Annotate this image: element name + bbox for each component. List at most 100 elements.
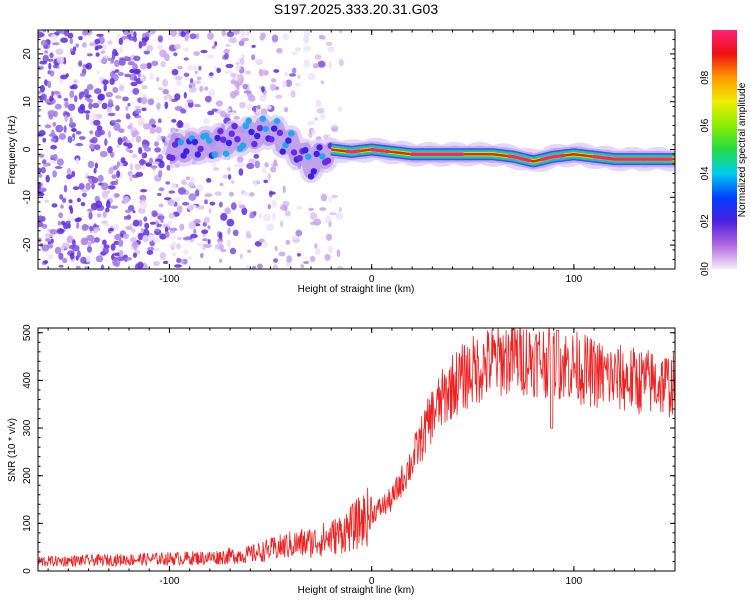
noise-blob [133, 252, 137, 258]
noise-blob [188, 221, 196, 230]
noise-blob [164, 95, 168, 101]
noise-blob [107, 146, 113, 154]
noise-blob [200, 49, 208, 54]
noise-blob [43, 260, 49, 264]
noise-blob [63, 184, 68, 193]
ridge-bead [268, 136, 275, 143]
noise-blob [50, 238, 54, 244]
noise-blob [151, 60, 159, 66]
ridge-bead [211, 151, 218, 158]
noise-blob [195, 80, 202, 85]
noise-blob [60, 204, 64, 209]
noise-blob [320, 80, 325, 85]
noise-blob [45, 238, 51, 242]
noise-blob [86, 234, 95, 242]
noise-blob [331, 127, 338, 131]
noise-blob [187, 65, 194, 71]
noise-blob [42, 159, 47, 165]
noise-blob [140, 189, 148, 193]
noise-blob [88, 211, 93, 220]
noise-blob [235, 61, 240, 65]
noise-blob [39, 32, 45, 37]
noise-blob [56, 158, 64, 166]
ridge-bead [279, 148, 286, 155]
spectrogram-plot-area [38, 30, 675, 269]
noise-blob [168, 95, 173, 101]
noise-blob [81, 42, 87, 48]
noise-blob [269, 191, 276, 195]
noise-blob [238, 168, 244, 176]
noise-blob [307, 120, 315, 126]
noise-blob [295, 229, 303, 237]
noise-blob [141, 107, 147, 112]
ridge-bead [191, 138, 199, 146]
noise-blob [156, 134, 162, 142]
noise-blob [143, 123, 151, 130]
noise-blob [175, 80, 182, 86]
noise-blob [72, 239, 76, 247]
noise-blob [87, 98, 94, 103]
noise-blob [87, 245, 92, 253]
noise-blob [219, 201, 223, 208]
noise-blob [324, 215, 332, 224]
noise-blob [185, 176, 191, 180]
noise-blob [207, 32, 214, 40]
noise-blob [235, 64, 241, 71]
noise-blob [138, 117, 145, 123]
noise-blob [328, 197, 333, 203]
noise-blob [320, 193, 328, 202]
noise-blob [227, 174, 232, 180]
noise-blob [156, 77, 160, 82]
ridge-peak-5 [592, 154, 673, 161]
noise-blob [142, 234, 149, 243]
noise-blob [38, 130, 46, 136]
noise-blob [138, 219, 143, 227]
figure-title: S197.2025.333.20.31.G03 [274, 1, 438, 17]
noise-blob [225, 63, 234, 69]
noise-blob [266, 105, 272, 110]
x-tick-label: 100 [566, 274, 583, 285]
colorbar-gradient [712, 30, 737, 269]
noise-blob [147, 98, 155, 106]
noise-blob [130, 228, 136, 233]
noise-blob [38, 108, 42, 112]
noise-blob [174, 264, 182, 268]
noise-blob [154, 228, 160, 232]
noise-blob [66, 174, 73, 180]
y-tick-label: 500 [22, 324, 33, 341]
noise-blob [114, 59, 120, 67]
noise-blob [189, 78, 194, 84]
ridge-bead [225, 139, 233, 147]
noise-blob [263, 179, 269, 184]
ridge-bead [242, 122, 250, 130]
noise-blob [46, 243, 54, 249]
colorbar-tick-label: 0.4 [700, 166, 711, 180]
noise-blob [54, 246, 62, 255]
noise-blob [108, 227, 114, 232]
noise-blob [157, 118, 162, 124]
noise-blob [44, 233, 53, 238]
noise-blob [47, 80, 52, 89]
noise-blob [253, 154, 260, 159]
noise-blob [223, 48, 230, 55]
noise-blob [323, 134, 329, 140]
noise-blob [42, 30, 47, 33]
noise-blob [254, 59, 262, 64]
noise-blob [296, 205, 303, 210]
noise-blob [105, 207, 110, 213]
noise-blob [53, 110, 58, 118]
noise-blob [171, 241, 176, 248]
noise-blob [64, 114, 68, 122]
noise-blob [160, 215, 164, 224]
noise-blob [118, 37, 124, 46]
noise-blob [311, 129, 317, 135]
noise-blob [165, 181, 171, 185]
noise-blob [118, 128, 125, 133]
noise-blob [38, 221, 44, 228]
noise-blob [183, 72, 190, 78]
noise-blob [130, 81, 138, 87]
noise-blob [230, 180, 235, 184]
noise-blob [249, 192, 255, 197]
noise-blob [158, 203, 164, 208]
noise-blob [248, 158, 256, 164]
